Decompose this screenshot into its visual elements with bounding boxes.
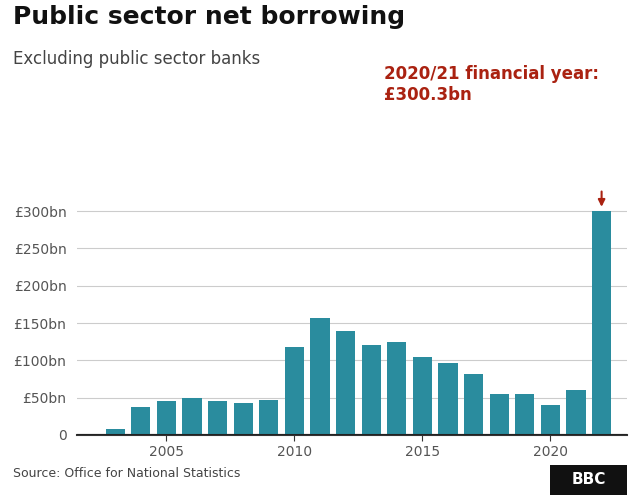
Bar <box>310 318 330 435</box>
Bar <box>182 398 202 435</box>
Bar <box>592 211 611 435</box>
Bar <box>438 362 458 435</box>
Bar <box>566 390 586 435</box>
Bar <box>208 402 227 435</box>
Text: Source: Office for National Statistics: Source: Office for National Statistics <box>13 467 240 480</box>
Bar <box>157 402 176 435</box>
Text: Public sector net borrowing: Public sector net borrowing <box>13 5 405 29</box>
Bar <box>259 400 278 435</box>
Text: Excluding public sector banks: Excluding public sector banks <box>13 50 260 68</box>
Text: 2020/21 financial year:
£300.3bn: 2020/21 financial year: £300.3bn <box>384 65 599 104</box>
Bar <box>106 429 125 435</box>
Bar <box>541 405 560 435</box>
Bar <box>464 374 483 435</box>
Bar <box>413 356 432 435</box>
Text: BBC: BBC <box>572 472 606 488</box>
Bar <box>490 394 509 435</box>
Bar <box>131 408 150 435</box>
Bar <box>234 403 253 435</box>
Bar <box>285 347 304 435</box>
Bar <box>362 346 381 435</box>
Bar <box>387 342 406 435</box>
Bar <box>515 394 534 435</box>
Bar <box>336 330 355 435</box>
